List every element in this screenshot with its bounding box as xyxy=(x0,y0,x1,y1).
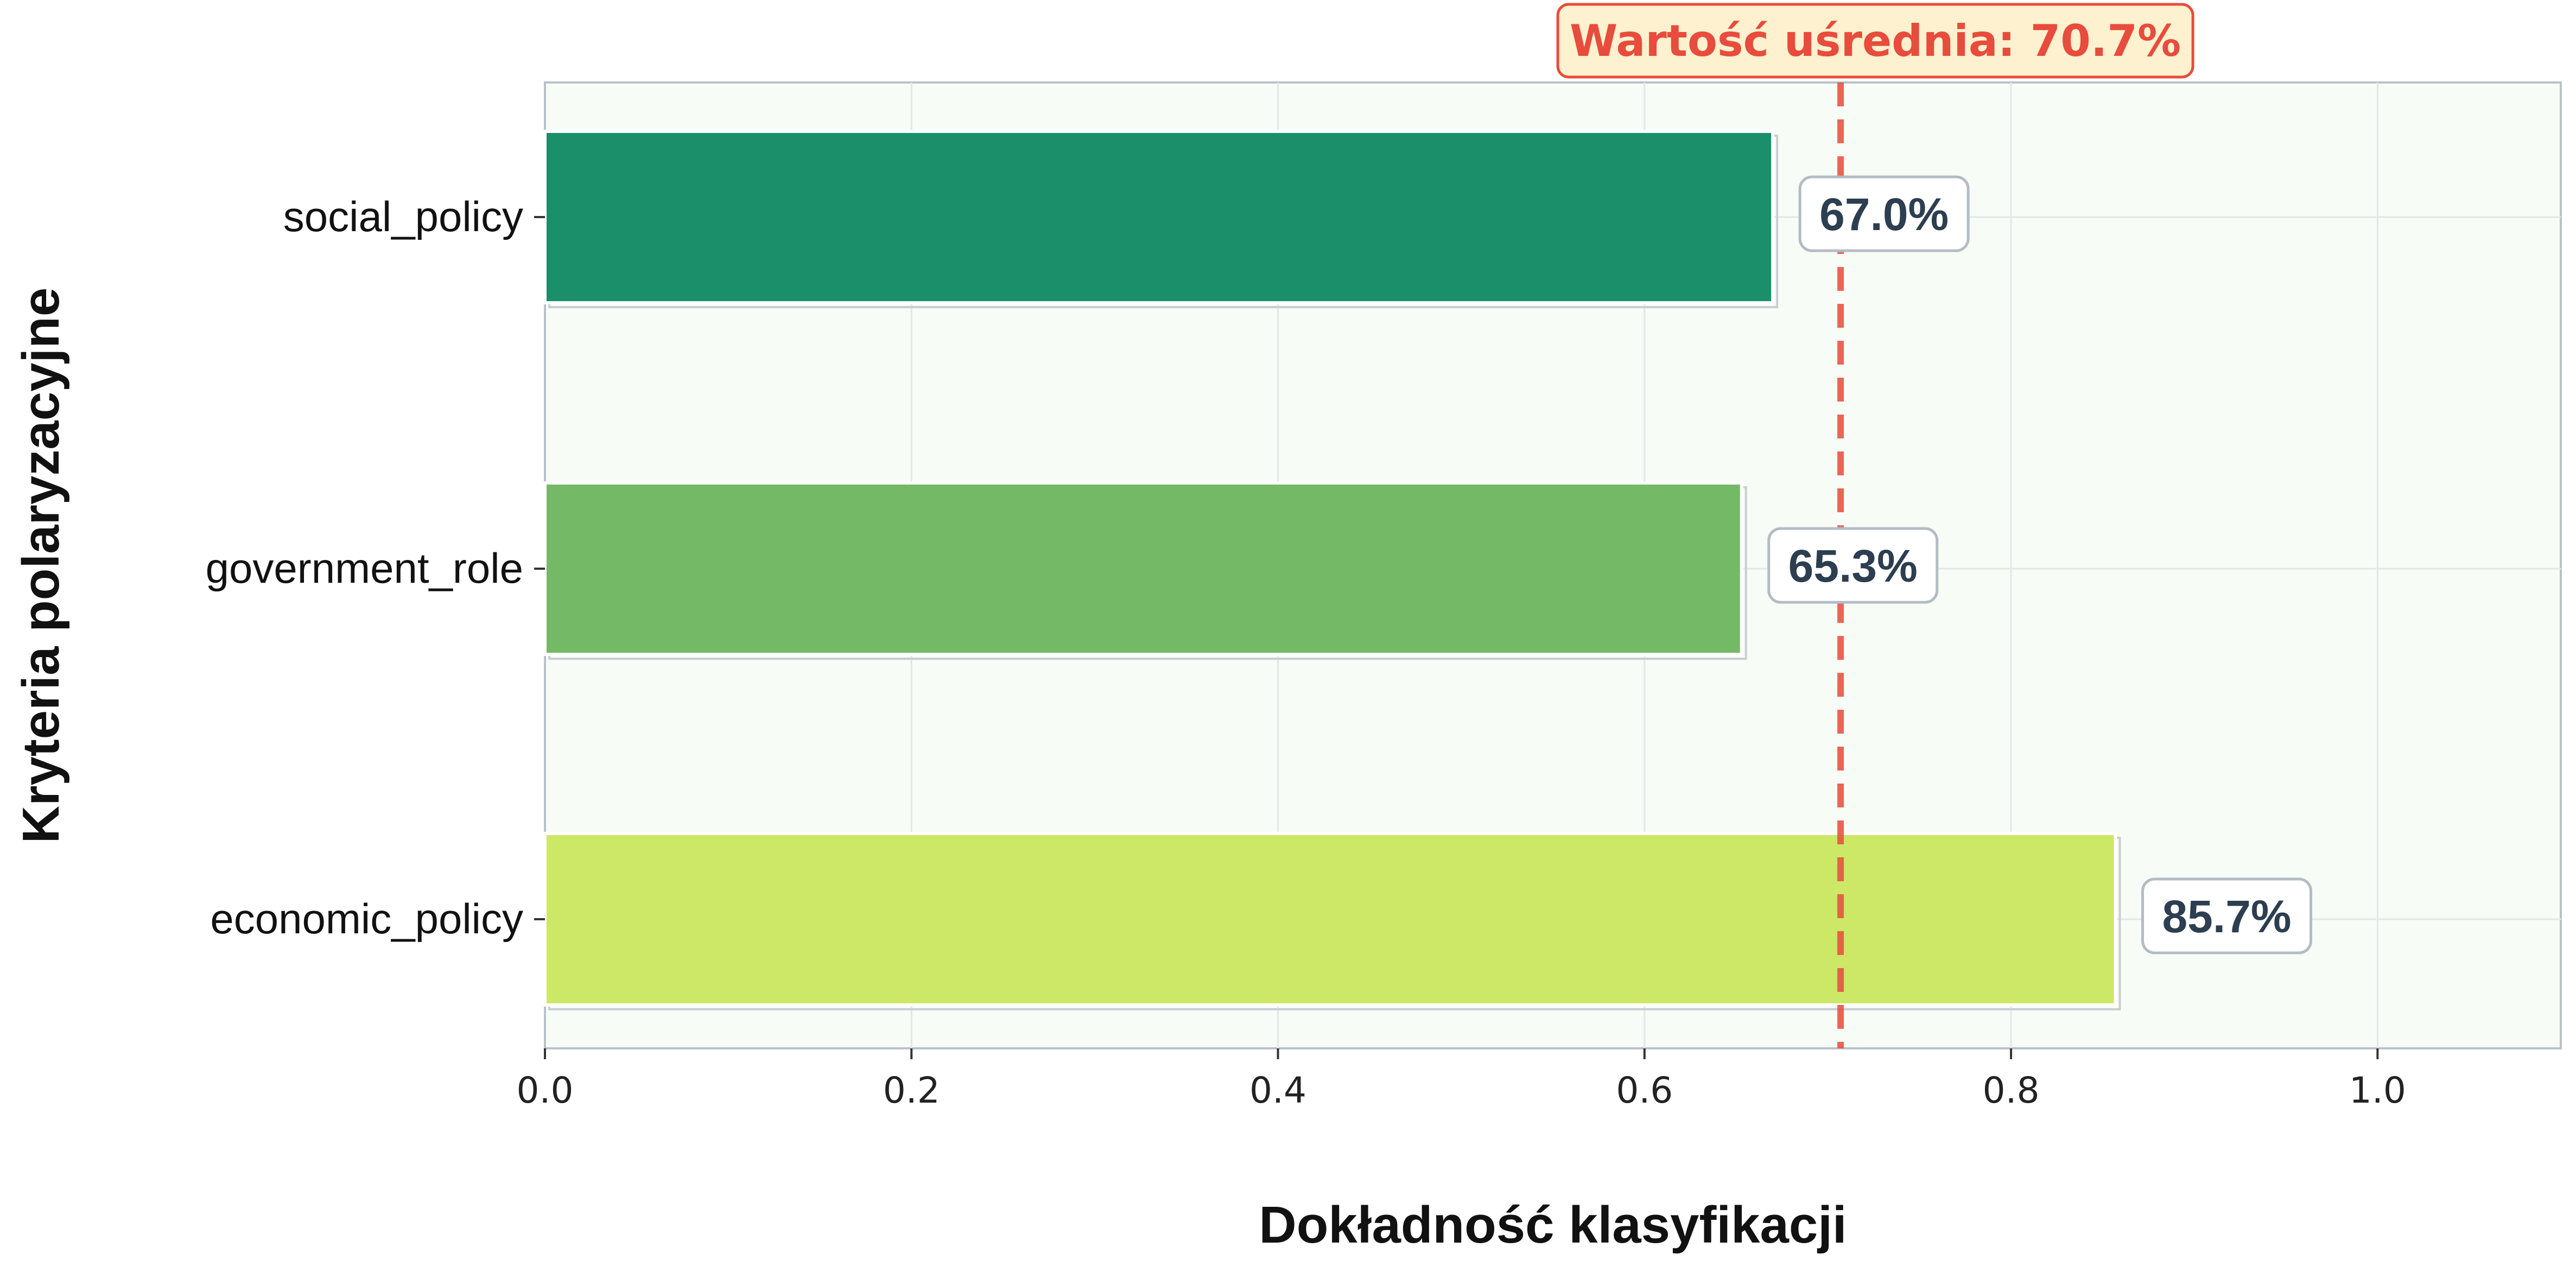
y-tick-label: social_policy xyxy=(283,193,523,240)
mean-label: Wartość uśrednia: 70.7% xyxy=(1570,16,2181,66)
value-labels: 67.0% 65.3% 85.7% xyxy=(1767,175,2313,954)
value-label: 65.3% xyxy=(1788,540,1918,591)
x-tick-label: 0.2 xyxy=(883,1070,940,1111)
y-axis-title: Kryteria polaryzacyjne xyxy=(12,288,70,844)
bar-government-role xyxy=(543,481,1743,656)
mean-label-box xyxy=(1556,3,2194,79)
x-tick-label: 0.6 xyxy=(1616,1070,1673,1111)
x-tick-label: 0.0 xyxy=(517,1070,574,1111)
bar-social-policy xyxy=(543,130,1775,304)
x-tick-label: 0.4 xyxy=(1249,1070,1306,1111)
bar-economic-policy xyxy=(543,832,2117,1007)
value-label-box xyxy=(2141,877,2313,954)
x-tick-label: 0.8 xyxy=(1983,1070,2040,1111)
x-tick-label: 1.0 xyxy=(2349,1070,2406,1111)
axes: social_policy government_role economic_pol… xyxy=(206,193,2406,1111)
bars xyxy=(543,130,2121,1010)
value-label-box xyxy=(1798,175,1970,252)
value-label: 67.0% xyxy=(1819,189,1949,240)
value-label: 85.7% xyxy=(2162,891,2291,942)
value-label-box xyxy=(1767,527,1939,604)
x-axis-title: Dokładność klasyfikacji xyxy=(1259,1196,1847,1254)
y-tick-label: economic_policy xyxy=(210,895,523,943)
y-tick-label: government_role xyxy=(206,544,523,592)
